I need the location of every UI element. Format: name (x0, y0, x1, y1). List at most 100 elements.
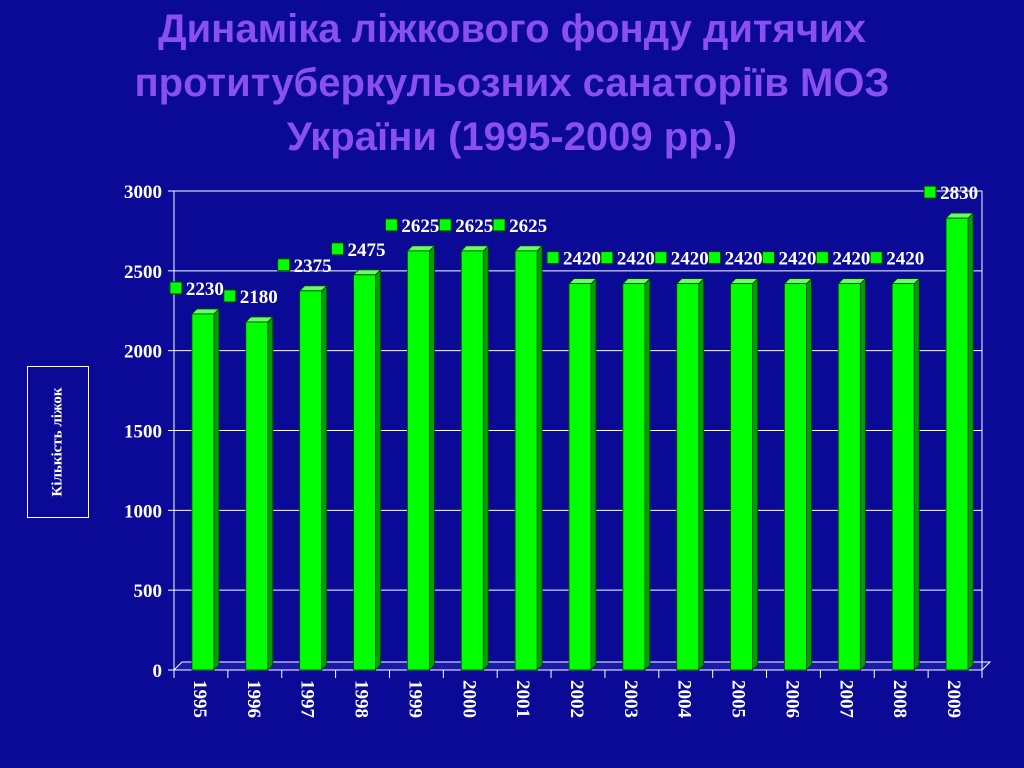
data-label: 2830 (940, 183, 978, 204)
bar (837, 283, 861, 671)
x-tick-label: 2008 (889, 680, 910, 718)
y-axis-label-box: Кількість ліжок (27, 366, 89, 518)
bar-top (406, 245, 436, 252)
bar-top (568, 278, 597, 285)
bar-side (536, 244, 543, 671)
bar-side (859, 277, 866, 671)
data-label: 2420 (778, 249, 816, 270)
bar-top (945, 212, 975, 219)
data-label-marker (546, 251, 560, 265)
x-tick-label: 2001 (512, 680, 533, 718)
x-tick-label: 2002 (566, 680, 587, 718)
bar-side (321, 284, 328, 671)
bar (730, 283, 753, 671)
bar (622, 283, 646, 671)
bar-side (428, 244, 435, 671)
x-tick-label: 1998 (351, 680, 372, 718)
bar-top (783, 278, 813, 285)
bar (891, 283, 915, 671)
bar-top (190, 308, 220, 315)
y-tick-label: 1000 (124, 501, 162, 522)
bar-top (837, 278, 867, 285)
data-label: 2420 (832, 249, 870, 270)
title-line-1: Динаміка ліжкового фонду дитячих (158, 7, 866, 51)
x-tick-label: 1999 (404, 680, 425, 718)
bar-side (698, 277, 705, 671)
data-label-marker (438, 218, 452, 232)
bar-side (267, 315, 274, 671)
bar (245, 321, 269, 671)
bar-side (752, 277, 758, 671)
bar-side (913, 277, 920, 671)
title-line-2: протитуберкульозних санаторіїв МОЗ (134, 61, 890, 105)
bar (514, 250, 538, 671)
data-label-marker (169, 281, 183, 295)
x-tick-label: 2005 (728, 680, 749, 718)
bar-top (729, 278, 759, 285)
data-label: 2475 (348, 240, 386, 261)
x-tick-label: 1996 (243, 680, 264, 718)
bar-side (375, 268, 381, 671)
x-tick-label: 2003 (620, 680, 641, 718)
data-label: 2625 (401, 216, 439, 237)
x-tick-label: 2006 (781, 680, 802, 718)
data-label: 2625 (455, 216, 493, 237)
bar-side (213, 307, 220, 671)
bar (299, 290, 323, 671)
bar-top (298, 285, 328, 292)
data-label-marker (223, 289, 237, 303)
data-label: 2375 (294, 256, 332, 277)
data-label: 2420 (617, 249, 655, 270)
y-tick-label: 3000 (124, 182, 162, 203)
data-label-marker (331, 242, 345, 256)
data-label-marker (384, 218, 398, 232)
x-tick-label: 2009 (943, 680, 964, 718)
y-tick-label: 0 (153, 661, 163, 682)
bar (784, 283, 807, 671)
x-tick-label: 2000 (458, 680, 479, 718)
data-label: 2180 (240, 287, 278, 308)
data-label-marker (277, 258, 291, 272)
data-label-marker (492, 218, 506, 232)
bar-top (244, 316, 274, 323)
data-label-marker (869, 251, 883, 265)
y-tick-label: 2500 (124, 262, 162, 283)
x-tick-label: 2004 (674, 680, 695, 719)
y-tick-label: 500 (134, 581, 163, 602)
bar (406, 250, 430, 671)
bar (945, 217, 969, 671)
bar (568, 283, 592, 671)
bar-top (514, 245, 544, 252)
bar-side (590, 277, 597, 671)
data-label-marker (600, 251, 614, 265)
data-label: 2625 (509, 216, 547, 237)
bar-top (460, 245, 490, 252)
data-label-marker (923, 185, 937, 199)
data-label: 2420 (563, 249, 601, 270)
data-label-marker (761, 251, 775, 265)
bar-top (621, 278, 651, 285)
title-line-3: України (1995-2009 рр.) (286, 115, 738, 159)
bar-side (967, 212, 974, 671)
data-label: 2420 (886, 249, 924, 270)
bar-top (891, 278, 921, 285)
bar (353, 274, 376, 671)
x-tick-label: 1995 (189, 680, 210, 718)
data-label-marker (815, 251, 829, 265)
bar-side (482, 244, 489, 671)
x-tick-label: 1997 (297, 680, 318, 719)
bar (191, 313, 215, 671)
data-label-marker (654, 251, 668, 265)
bar-side (644, 277, 651, 671)
data-label: 2420 (671, 249, 709, 270)
y-tick-label: 2000 (124, 342, 162, 363)
data-label: 2230 (186, 279, 224, 300)
data-label-marker (708, 251, 722, 265)
y-tick-label: 1500 (124, 422, 162, 443)
data-label: 2420 (725, 249, 763, 270)
bar-top (675, 278, 705, 285)
page-title: Динаміка ліжкового фонду дитячих протиту… (0, 2, 1024, 164)
bar (676, 283, 700, 671)
